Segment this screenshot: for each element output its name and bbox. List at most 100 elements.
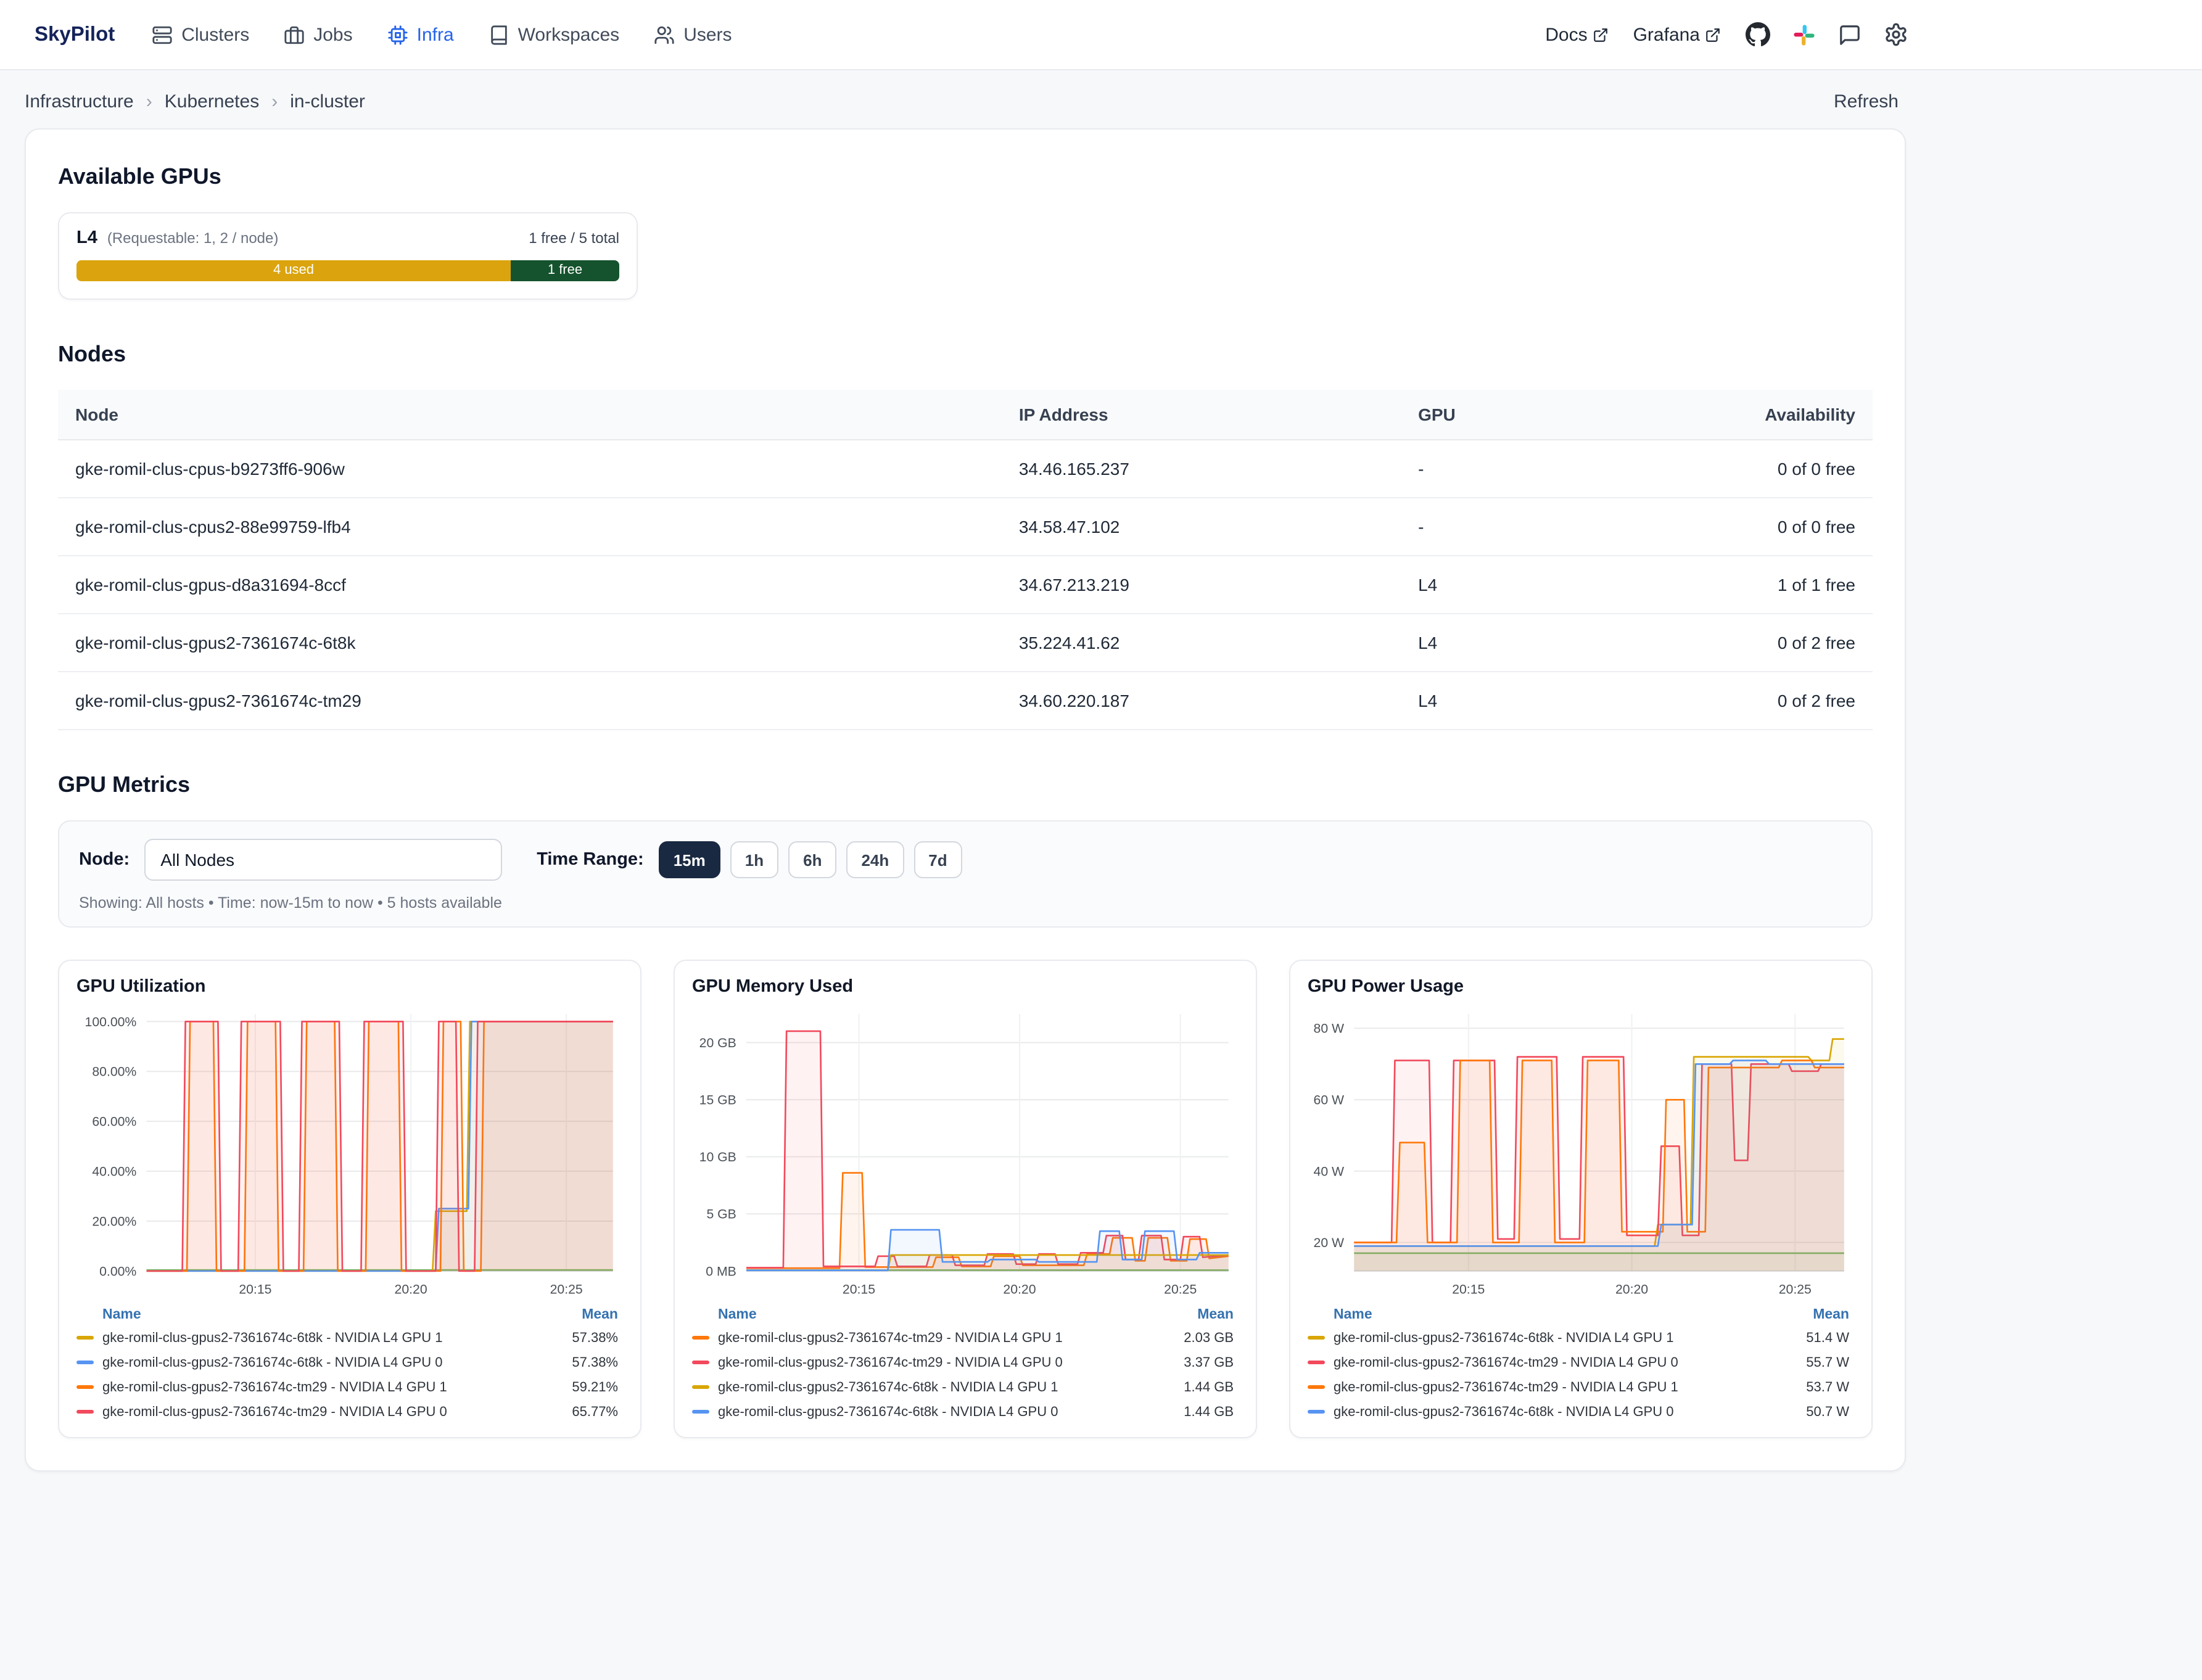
- legend-col-name[interactable]: Name: [718, 1307, 757, 1322]
- legend-series-name: gke-romil-clus-gpus2-7361674c-tm29 - NVI…: [102, 1380, 447, 1395]
- node-availability: 0 of 2 free: [1691, 614, 1873, 672]
- chart-plot: 20 W 40 W 60 W 80 W 20:15 20:20 20:25: [1314, 1014, 1844, 1296]
- svg-text:80.00%: 80.00%: [92, 1065, 136, 1079]
- legend-item[interactable]: gke-romil-clus-gpus2-7361674c-tm29 - NVI…: [692, 1325, 1239, 1350]
- svg-text:40 W: 40 W: [1314, 1164, 1345, 1179]
- chart-card-gpu-power-usage: GPU Power Usage 20 W 40 W 60 W 80 W 20:15 20:2…: [1289, 960, 1873, 1438]
- svg-text:20:25: 20:25: [1164, 1282, 1197, 1296]
- legend-col-name[interactable]: Name: [1334, 1307, 1372, 1322]
- breadcrumb-item-infrastructure[interactable]: Infrastructure: [25, 91, 134, 112]
- time-range-15m[interactable]: 15m: [658, 841, 720, 878]
- legend-item[interactable]: gke-romil-clus-gpus2-7361674c-6t8k - NVI…: [1308, 1399, 1854, 1424]
- svg-text:20:15: 20:15: [1452, 1282, 1485, 1296]
- legend-item[interactable]: gke-romil-clus-gpus2-7361674c-tm29 - NVI…: [76, 1375, 623, 1399]
- gpu-requestable: (Requestable: 1, 2 / node): [107, 229, 279, 247]
- breadcrumb-item-in-cluster: in-cluster: [290, 91, 365, 112]
- nodes-table-body: gke-romil-clus-cpus-b9273ff6-906w 34.46.1…: [58, 440, 1873, 730]
- clusters-icon: [152, 24, 173, 45]
- table-row: gke-romil-clus-cpus-b9273ff6-906w 34.46.1…: [58, 440, 1873, 498]
- time-range-7d[interactable]: 7d: [913, 841, 962, 878]
- nav-item-workspaces[interactable]: Workspaces: [489, 24, 620, 45]
- breadcrumb-item-kubernetes[interactable]: Kubernetes: [164, 91, 260, 112]
- node-gpu: L4: [1401, 672, 1691, 730]
- svg-text:15 GB: 15 GB: [699, 1093, 736, 1108]
- nav-item-label: Workspaces: [518, 24, 620, 45]
- gpu-bar-used: 4 used: [76, 260, 511, 281]
- metrics-controls: Node: All Nodes Time Range: 15m 1h 6h 24h 7d…: [58, 820, 1873, 928]
- node-gpu: -: [1401, 498, 1691, 556]
- legend-series-name: gke-romil-clus-gpus2-7361674c-tm29 - NVI…: [718, 1355, 1063, 1370]
- nav-item-label: Jobs: [313, 24, 353, 45]
- nav-item-jobs[interactable]: Jobs: [284, 24, 353, 45]
- table-row: gke-romil-clus-gpus2-7361674c-tm29 34.60.…: [58, 672, 1873, 730]
- legend-item[interactable]: gke-romil-clus-gpus2-7361674c-6t8k - NVI…: [692, 1375, 1239, 1399]
- time-range-label: Time Range:: [537, 850, 644, 870]
- charts-grid: GPU Utilization 0.00% 20.00% 40.00% 60.00% 80…: [58, 960, 1873, 1438]
- legend-series-name: gke-romil-clus-gpus2-7361674c-6t8k - NVI…: [1334, 1330, 1674, 1346]
- node-select[interactable]: All Nodes: [144, 839, 503, 881]
- settings-button[interactable]: [1884, 22, 1908, 47]
- legend-item[interactable]: gke-romil-clus-gpus2-7361674c-tm29 - NVI…: [1308, 1375, 1854, 1399]
- svg-text:40.00%: 40.00%: [92, 1164, 136, 1179]
- nodes-heading: Nodes: [58, 342, 126, 366]
- nav-link-label: Grafana: [1633, 24, 1700, 45]
- brand[interactable]: SkyPilot: [25, 23, 115, 46]
- nodes-column-header: IP Address: [1001, 390, 1401, 440]
- legend-col-mean[interactable]: Mean: [582, 1307, 618, 1322]
- refresh-button[interactable]: Refresh: [1818, 90, 1906, 113]
- legend-col-mean[interactable]: Mean: [1197, 1307, 1234, 1322]
- feedback-button[interactable]: [1838, 23, 1862, 46]
- chart-legend: gke-romil-clus-gpus2-7361674c-6t8k - NVI…: [1308, 1325, 1854, 1424]
- legend-series-name: gke-romil-clus-gpus2-7361674c-6t8k - NVI…: [718, 1404, 1058, 1420]
- nav-item-clusters[interactable]: Clusters: [152, 24, 249, 45]
- github-button[interactable]: [1746, 22, 1770, 47]
- time-range-1h[interactable]: 1h: [730, 841, 779, 878]
- legend-header: Name Mean: [692, 1301, 1239, 1325]
- nav-link-docs[interactable]: Docs: [1545, 24, 1608, 45]
- time-range-6h[interactable]: 6h: [788, 841, 837, 878]
- legend-col-mean[interactable]: Mean: [1813, 1307, 1849, 1322]
- legend-series-mean: 59.21%: [572, 1380, 618, 1395]
- legend-series-mean: 57.38%: [572, 1355, 618, 1370]
- nodes-table: Node IP Address GPU Availability gke-romil-…: [58, 390, 1873, 730]
- settings-icon: [1884, 22, 1908, 47]
- slack-button[interactable]: [1792, 23, 1816, 46]
- node-gpu: L4: [1401, 614, 1691, 672]
- breadcrumb: Infrastructure › Kubernetes › in-cluster: [25, 91, 365, 112]
- legend-item[interactable]: gke-romil-clus-gpus2-7361674c-6t8k - NVI…: [76, 1350, 623, 1375]
- slack-icon: [1792, 23, 1816, 46]
- legend-swatch: [692, 1385, 709, 1390]
- gpu-availability-card: L4 (Requestable: 1, 2 / node) 1 free / 5…: [58, 212, 638, 300]
- legend-item[interactable]: gke-romil-clus-gpus2-7361674c-tm29 - NVI…: [692, 1350, 1239, 1375]
- legend-col-name[interactable]: Name: [102, 1307, 141, 1322]
- time-range-buttons: 15m 1h 6h 24h 7d: [658, 841, 962, 878]
- chart-card-gpu-memory-used: GPU Memory Used 0 MB 5 GB 10 GB 15 GB 20 GB 20…: [674, 960, 1257, 1438]
- legend-item[interactable]: gke-romil-clus-gpus2-7361674c-tm29 - NVI…: [1308, 1350, 1854, 1375]
- external-link-icon: [1593, 27, 1609, 43]
- nav-item-label: Infra: [416, 24, 454, 45]
- nodes-table-header: Node IP Address GPU Availability: [58, 390, 1873, 440]
- nav-item-label: Users: [683, 24, 732, 45]
- svg-text:60.00%: 60.00%: [92, 1115, 136, 1129]
- node-availability: 0 of 0 free: [1691, 498, 1873, 556]
- github-icon: [1746, 22, 1770, 47]
- infra-icon: [387, 24, 408, 45]
- legend-item[interactable]: gke-romil-clus-gpus2-7361674c-6t8k - NVI…: [1308, 1325, 1854, 1350]
- navbar: SkyPilot Clusters Jobs Infra Workspaces User…: [0, 0, 2202, 70]
- table-row: gke-romil-clus-cpus2-88e99759-lfb4 34.58.…: [58, 498, 1873, 556]
- svg-text:5 GB: 5 GB: [706, 1208, 736, 1222]
- nav-item-infra[interactable]: Infra: [387, 24, 454, 45]
- feedback-icon: [1838, 23, 1862, 46]
- node-gpu: -: [1401, 440, 1691, 498]
- nav-item-users[interactable]: Users: [654, 24, 732, 45]
- nav-link-grafana[interactable]: Grafana: [1633, 24, 1721, 45]
- legend-item[interactable]: gke-romil-clus-gpus2-7361674c-6t8k - NVI…: [692, 1399, 1239, 1424]
- legend-swatch: [1308, 1385, 1325, 1390]
- legend-series-mean: 51.4 W: [1806, 1330, 1849, 1346]
- legend-item[interactable]: gke-romil-clus-gpus2-7361674c-tm29 - NVI…: [76, 1399, 623, 1424]
- svg-text:20 W: 20 W: [1314, 1236, 1345, 1250]
- showing-status: Showing: All hosts • Time: now-15m to no…: [79, 894, 502, 912]
- nav-links: Docs Grafana: [1545, 24, 1721, 45]
- time-range-24h[interactable]: 24h: [846, 841, 904, 878]
- legend-item[interactable]: gke-romil-clus-gpus2-7361674c-6t8k - NVI…: [76, 1325, 623, 1350]
